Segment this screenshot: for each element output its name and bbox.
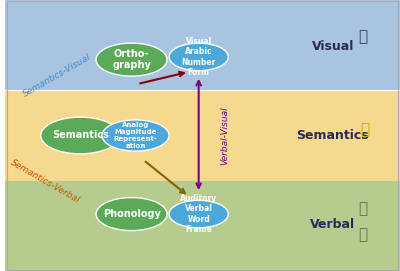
Text: Semantics-Visual: Semantics-Visual [21,53,92,99]
Text: Visual: Visual [312,40,354,53]
Text: 👁: 👁 [358,29,367,44]
Text: Visual
Arabic
Number
Form: Visual Arabic Number Form [182,37,216,77]
Bar [5,91,400,181]
Text: Verbal-Visual: Verbal-Visual [220,106,229,165]
Text: Semantics: Semantics [52,131,109,140]
Ellipse shape [102,120,169,151]
Ellipse shape [169,43,228,71]
Text: Analog
Magnitude
Represent-
ation: Analog Magnitude Represent- ation [114,122,158,149]
Text: Auditory
Verbal
Word
Frame: Auditory Verbal Word Frame [180,194,217,234]
Ellipse shape [41,117,120,154]
Text: 👄: 👄 [358,227,367,242]
Ellipse shape [96,43,167,76]
Text: Semantics-Verbal: Semantics-Verbal [8,158,81,205]
Text: Verbal: Verbal [310,218,356,231]
Text: 💡: 💡 [360,122,369,138]
Bar [5,0,400,90]
Text: Semantics: Semantics [296,129,369,142]
Ellipse shape [96,198,167,231]
Text: Phonology: Phonology [103,209,160,219]
Text: 👂: 👂 [358,201,367,216]
Text: Ortho-
graphy: Ortho- graphy [112,49,151,70]
Ellipse shape [169,200,228,228]
Bar [5,181,400,271]
